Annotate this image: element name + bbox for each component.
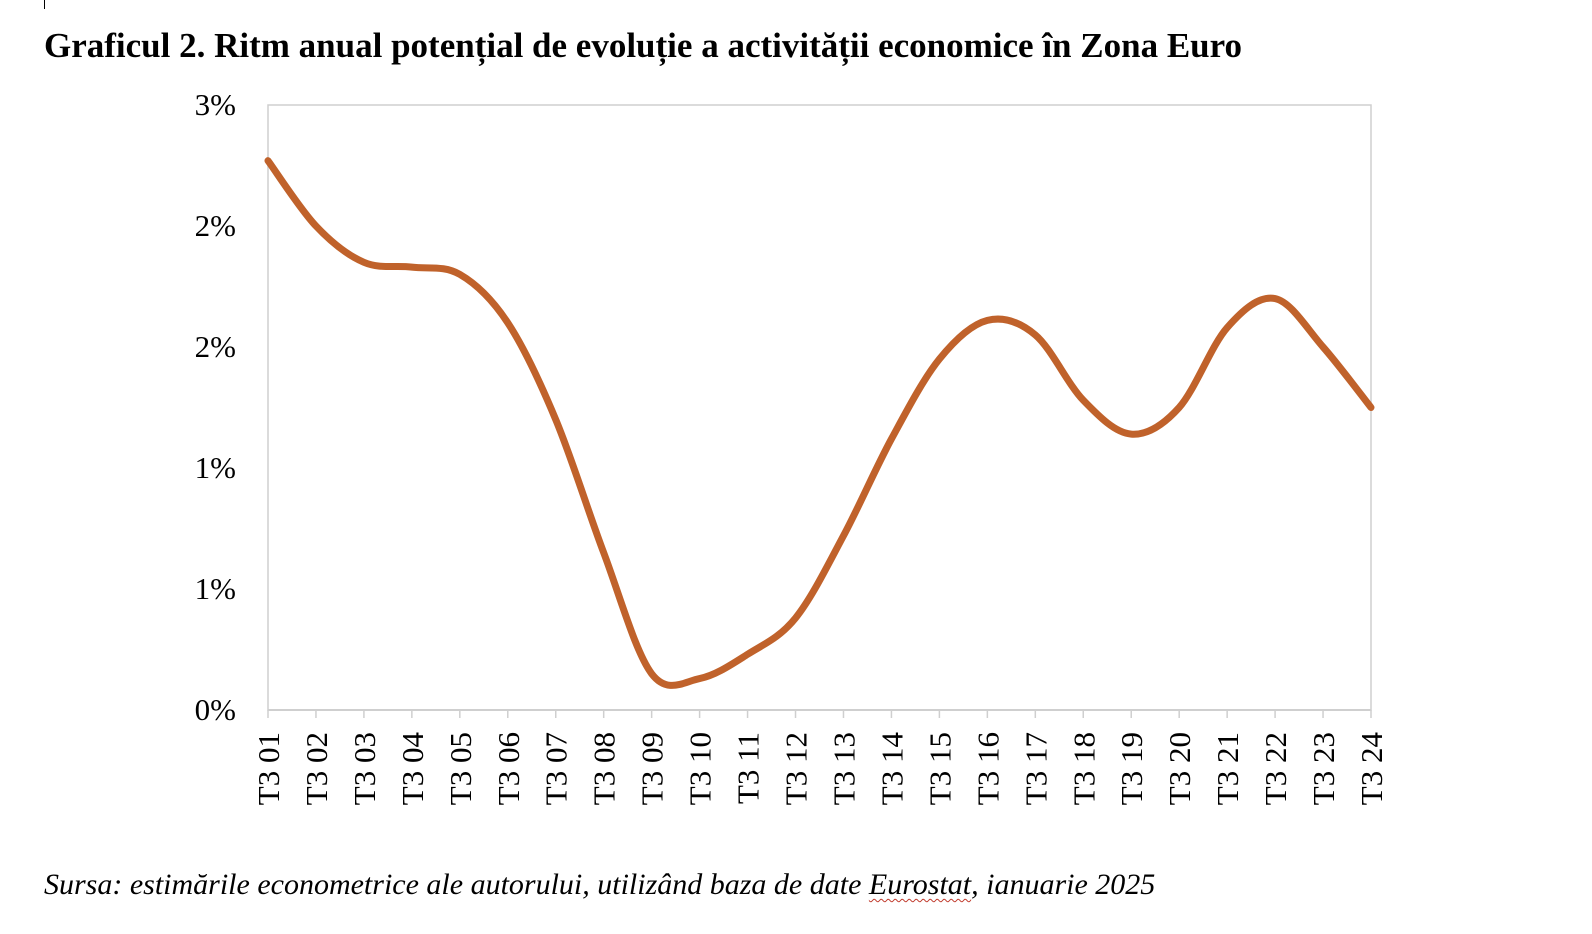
x-tick-label: T3 20 [1162, 732, 1197, 805]
y-axis-ticks: 0% 1% 1% 2% 2% 3% [195, 87, 236, 727]
x-tick-label: T3 15 [922, 732, 957, 805]
series-line [264, 157, 1375, 689]
x-tick-label: T3 08 [587, 732, 622, 805]
y-tick-label: 2% [195, 329, 236, 364]
text-cursor-mark [44, 0, 45, 9]
x-tick-label: T3 24 [1354, 732, 1389, 806]
x-tick-label: T3 10 [683, 732, 718, 805]
x-tick-label: T3 13 [826, 732, 861, 805]
x-tick-label: T3 04 [395, 732, 430, 806]
plot-border [267, 104, 1372, 711]
x-tick-label: T3 18 [1066, 732, 1101, 805]
x-tick-label: T3 17 [1018, 732, 1053, 805]
x-tick-label: T3 12 [779, 732, 814, 805]
x-tick-label: T3 11 [731, 732, 766, 804]
source-note: Sursa: estimările econometrice ale autor… [44, 868, 1155, 902]
x-tick-label: T3 09 [635, 732, 670, 805]
y-tick-label: 1% [195, 571, 236, 606]
chart-title: Graficul 2. Ritm anual potențial de evol… [44, 26, 1243, 65]
x-tick-label: T3 06 [491, 732, 526, 805]
x-tick-label: T3 22 [1258, 732, 1293, 805]
y-tick-label: 2% [195, 208, 236, 243]
x-tick-label: T3 14 [874, 732, 909, 806]
x-tick-label: T3 19 [1114, 732, 1149, 805]
x-tick-label: T3 23 [1306, 732, 1341, 805]
y-tick-label: 3% [195, 87, 236, 122]
x-tick-label: T3 16 [970, 732, 1005, 805]
source-suffix: , ianuarie 2025 [971, 868, 1156, 901]
x-tick-label: T3 03 [347, 732, 382, 805]
source-flagged-word: Eurostat [868, 868, 972, 901]
x-tick-label: T3 07 [539, 732, 574, 805]
series-layer [264, 157, 1375, 689]
x-tick-label: T3 01 [251, 732, 286, 805]
source-prefix: Sursa: estimările econometrice ale autor… [44, 868, 869, 901]
y-tick-label: 0% [195, 692, 236, 727]
plot-area [267, 104, 1372, 711]
x-tick-label: T3 05 [443, 732, 478, 805]
x-tick-label: T3 21 [1210, 732, 1245, 805]
line-chart: 0%1%1%2%2%3% T3 01 T3 02 T3 03 T3 04 T3 05 T3… [195, 87, 1389, 805]
y-tick-label: 1% [195, 450, 236, 485]
x-axis-ticks: T3 01 T3 02 T3 03 T3 04 T3 05 T3 06 T3 07 T3 08… [251, 710, 1389, 805]
x-tick-label: T3 02 [299, 732, 334, 805]
